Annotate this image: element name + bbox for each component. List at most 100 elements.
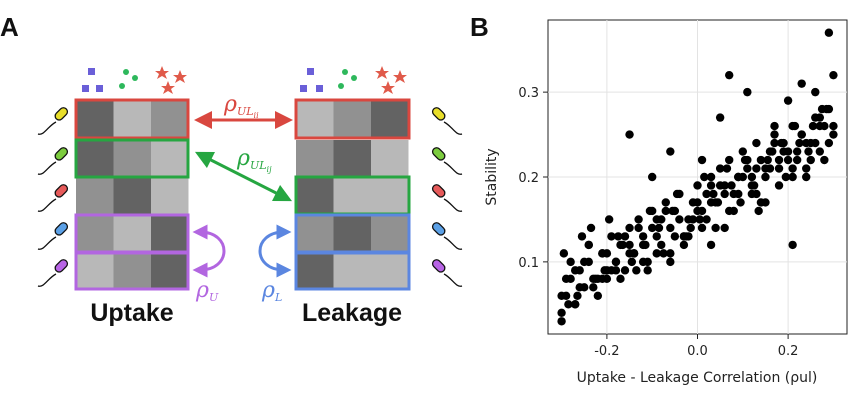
resource-icons-uptake bbox=[82, 66, 187, 94]
data-point bbox=[783, 96, 793, 105]
matrix-cell bbox=[76, 253, 114, 289]
matrix-cell bbox=[151, 177, 189, 215]
bacterium-icon bbox=[37, 147, 69, 175]
data-point bbox=[770, 130, 779, 139]
data-point bbox=[802, 164, 811, 173]
matrix-cell bbox=[371, 140, 409, 177]
data-point bbox=[647, 223, 657, 233]
data-point bbox=[706, 198, 716, 207]
data-point bbox=[802, 172, 811, 182]
data-point bbox=[706, 172, 716, 182]
data-point bbox=[725, 155, 734, 165]
data-point bbox=[815, 121, 825, 131]
data-point bbox=[811, 138, 820, 148]
data-point bbox=[754, 206, 763, 216]
data-point bbox=[557, 308, 566, 317]
data-point bbox=[672, 189, 682, 199]
resource-square-icon bbox=[316, 85, 323, 92]
data-point bbox=[829, 130, 838, 139]
data-point bbox=[620, 232, 630, 241]
data-point bbox=[781, 172, 791, 182]
data-point bbox=[720, 189, 729, 199]
data-point bbox=[804, 147, 813, 156]
matrix-cell bbox=[113, 253, 151, 289]
bacterium-icon bbox=[431, 259, 463, 287]
data-point bbox=[652, 249, 661, 258]
matrix-cell bbox=[296, 215, 334, 253]
data-point bbox=[566, 257, 575, 267]
data-point bbox=[573, 291, 582, 301]
data-point bbox=[715, 181, 725, 190]
data-point bbox=[725, 70, 734, 80]
matrix-cell bbox=[333, 101, 371, 138]
data-point bbox=[702, 189, 711, 199]
data-point bbox=[811, 87, 820, 97]
resource-star-icon bbox=[161, 81, 175, 94]
data-point bbox=[752, 138, 761, 148]
matrix-cell bbox=[333, 177, 371, 215]
data-point bbox=[559, 249, 569, 258]
data-point bbox=[815, 147, 825, 156]
data-point bbox=[783, 155, 793, 165]
data-point bbox=[670, 232, 680, 241]
data-point bbox=[824, 138, 834, 148]
matrix-cell bbox=[296, 253, 334, 289]
bacteria-right bbox=[431, 107, 463, 287]
data-point bbox=[607, 266, 616, 275]
data-point bbox=[713, 198, 723, 207]
resource-square-icon bbox=[96, 85, 103, 92]
data-point bbox=[584, 240, 593, 250]
panel-b-letter: B bbox=[470, 12, 489, 42]
data-point bbox=[668, 206, 677, 216]
data-point bbox=[734, 172, 743, 182]
data-point bbox=[616, 274, 625, 284]
data-point bbox=[693, 206, 702, 216]
matrix-cell bbox=[371, 215, 409, 253]
data-point bbox=[607, 232, 616, 241]
ticks: -0.2 0.0 0.2 0.1 0.2 0.3 bbox=[518, 86, 798, 359]
data-point bbox=[570, 266, 580, 275]
data-point bbox=[575, 283, 584, 292]
bacteria-left bbox=[37, 107, 69, 287]
data-point bbox=[652, 232, 661, 241]
matrix-cell bbox=[151, 215, 189, 253]
data-point bbox=[647, 172, 657, 182]
data-point bbox=[761, 172, 770, 182]
matrix-cell bbox=[296, 140, 334, 177]
data-point bbox=[661, 198, 670, 207]
matrix-cell bbox=[296, 177, 334, 215]
points bbox=[557, 28, 838, 326]
data-point bbox=[743, 164, 752, 173]
data-point bbox=[700, 172, 709, 182]
data-point bbox=[715, 164, 725, 173]
data-point bbox=[815, 113, 825, 122]
data-point bbox=[591, 274, 600, 284]
rho-ul-ij-label: ρULij bbox=[236, 146, 272, 174]
resource-dot-icon bbox=[123, 69, 129, 75]
highlight-boxes bbox=[74, 98, 411, 291]
data-point bbox=[768, 147, 777, 156]
data-point bbox=[752, 189, 761, 199]
data-point bbox=[709, 189, 718, 199]
matrix-cell bbox=[76, 215, 114, 253]
uptake-row1-highlight bbox=[74, 98, 190, 140]
resource-star-icon bbox=[381, 81, 395, 94]
data-point bbox=[611, 257, 621, 267]
resource-dot-icon bbox=[132, 75, 138, 81]
resource-dot-icon bbox=[119, 83, 125, 89]
data-point bbox=[661, 206, 670, 216]
data-point bbox=[774, 181, 784, 190]
u-loop-arrow bbox=[192, 224, 226, 278]
data-point bbox=[756, 155, 766, 165]
rho-l-label: ρL bbox=[261, 278, 282, 304]
data-point bbox=[654, 223, 664, 233]
matrix-cell bbox=[151, 253, 189, 289]
data-point bbox=[736, 198, 745, 207]
resource-square-icon bbox=[307, 68, 314, 75]
y-tick-label: 0.2 bbox=[518, 171, 539, 186]
data-point bbox=[666, 257, 675, 267]
data-point bbox=[634, 223, 643, 233]
uptake-title: Uptake bbox=[90, 299, 173, 327]
data-point bbox=[788, 172, 797, 182]
